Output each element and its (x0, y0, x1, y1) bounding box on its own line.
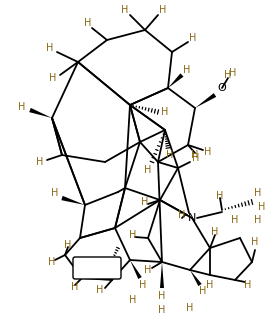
Text: H: H (229, 68, 237, 78)
Text: H: H (216, 191, 224, 201)
Text: H: H (121, 5, 129, 15)
Text: H: H (224, 70, 232, 80)
Text: H: H (129, 230, 137, 240)
Text: H: H (36, 157, 44, 167)
Text: H: H (199, 286, 207, 296)
Polygon shape (130, 260, 142, 279)
Text: H: H (64, 240, 72, 250)
Polygon shape (160, 262, 164, 288)
Polygon shape (190, 270, 202, 286)
Text: H: H (206, 280, 214, 290)
Text: H: H (231, 215, 239, 225)
Text: H: H (158, 305, 166, 315)
Text: H: H (71, 282, 79, 292)
Text: H: H (191, 150, 199, 160)
Text: H: H (254, 215, 262, 225)
Text: H: H (178, 210, 186, 220)
Text: H: H (139, 280, 147, 290)
Text: H: H (144, 165, 152, 175)
Text: H: H (258, 202, 266, 212)
Text: H: H (49, 73, 57, 83)
Text: H: H (192, 153, 200, 163)
Text: O: O (217, 83, 226, 93)
Polygon shape (29, 108, 52, 118)
Text: H: H (129, 295, 137, 305)
Text: N: N (188, 213, 196, 223)
Text: H: H (48, 257, 56, 267)
Text: H: H (244, 280, 252, 290)
Text: H: H (51, 188, 59, 198)
Text: H: H (158, 291, 166, 301)
Text: H: H (166, 150, 174, 160)
Text: H: H (251, 237, 259, 247)
Text: H: H (161, 107, 169, 117)
Text: H: H (144, 265, 152, 275)
Text: H: H (204, 147, 212, 157)
Text: H: H (18, 102, 26, 112)
Text: H: H (141, 197, 149, 207)
Polygon shape (61, 196, 85, 205)
Text: H: H (84, 18, 92, 28)
FancyBboxPatch shape (73, 257, 121, 279)
Text: H: H (159, 5, 167, 15)
Text: H: H (189, 33, 197, 43)
Text: H: H (96, 285, 104, 295)
Text: A15s: A15s (86, 262, 108, 271)
Text: H: H (46, 43, 54, 53)
Text: H: H (254, 188, 262, 198)
Text: H: H (183, 65, 191, 75)
Text: H: H (211, 227, 219, 237)
Text: H: H (186, 303, 194, 313)
Polygon shape (195, 93, 216, 108)
Polygon shape (168, 73, 184, 88)
